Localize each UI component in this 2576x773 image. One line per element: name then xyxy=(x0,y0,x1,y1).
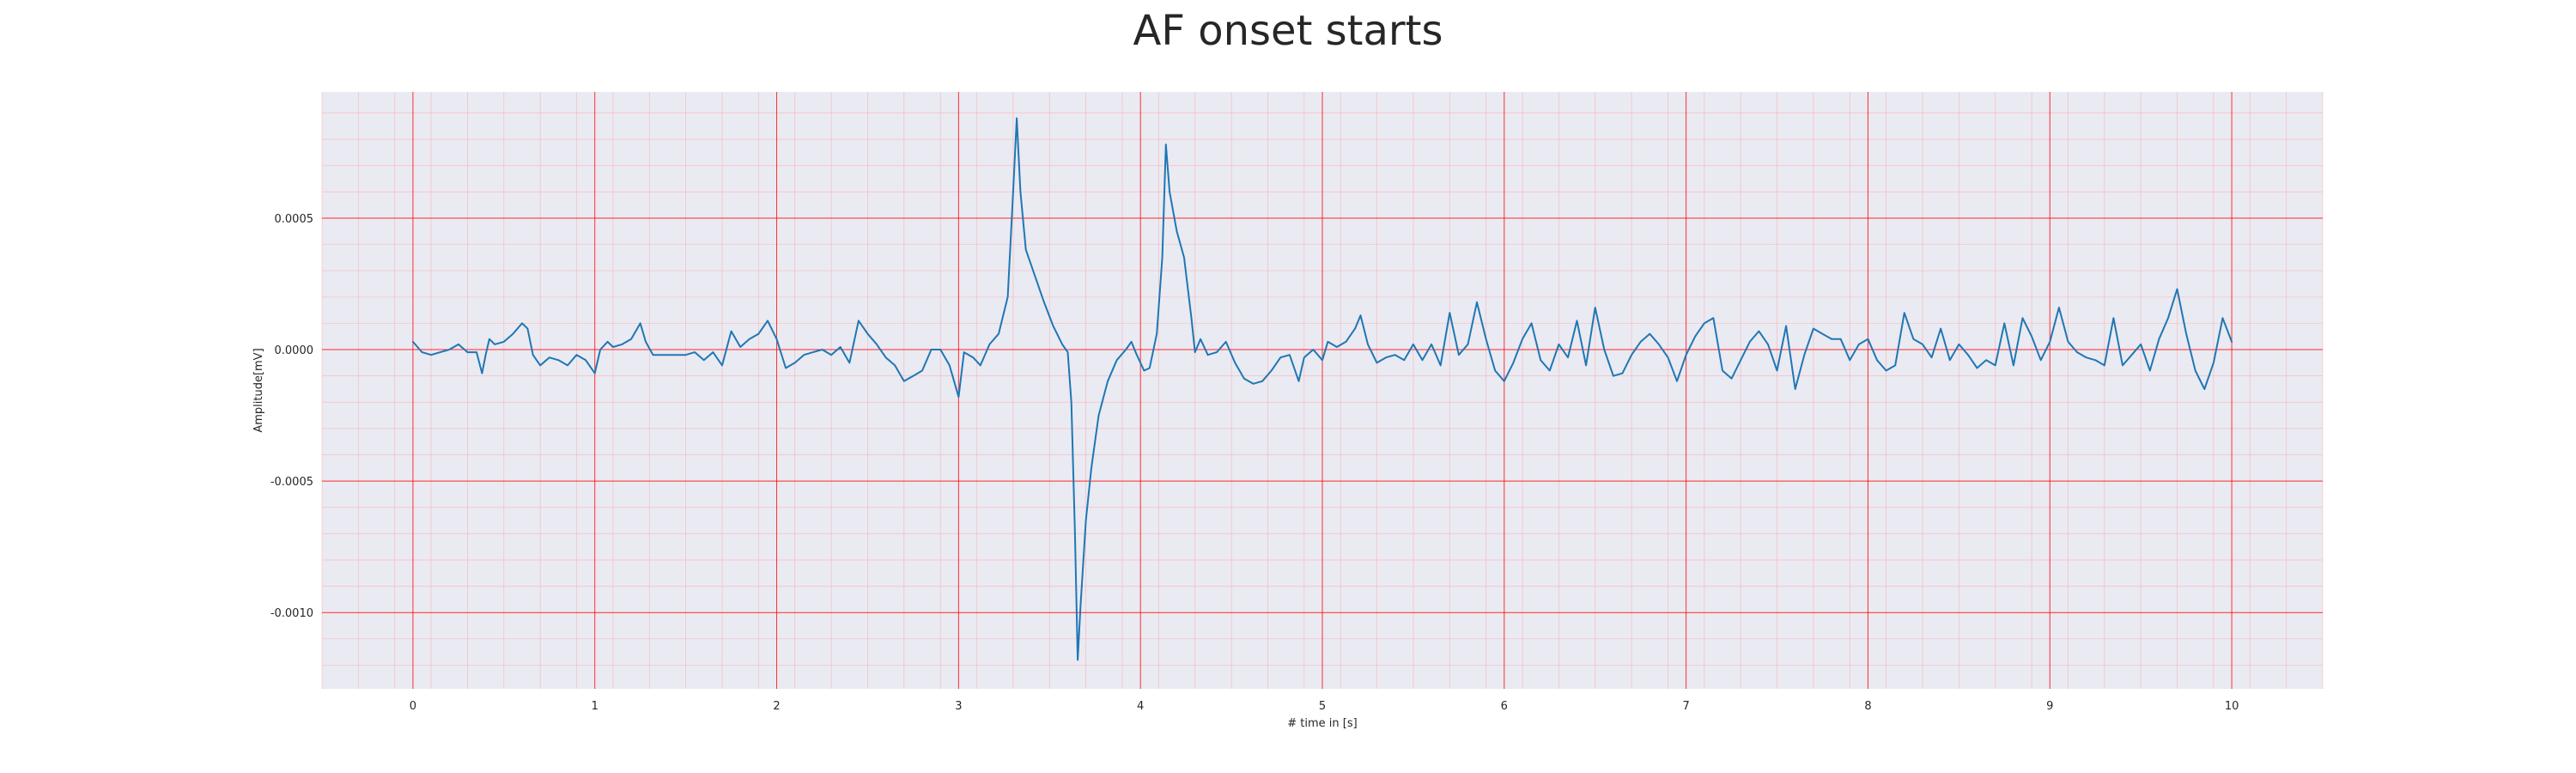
x-tick-label: 1 xyxy=(592,700,598,713)
tick-labels: 0 1 2 3 4 5 6 7 8 9 10 0.0005 0.0000 -0.0005 -0.0010 xyxy=(270,213,2239,713)
x-axis-label: # time in [s] xyxy=(1287,717,1357,730)
x-tick-label: 9 xyxy=(2046,700,2053,713)
x-tick-label: 2 xyxy=(773,700,780,713)
series-line-0 xyxy=(411,117,2233,661)
x-tick-label: 5 xyxy=(1319,700,1326,713)
x-tick-label: 8 xyxy=(1864,700,1871,713)
series-layer xyxy=(411,117,2233,661)
major-grid xyxy=(322,92,2323,689)
y-tick-label: 0.0005 xyxy=(275,213,314,226)
x-tick-label: 7 xyxy=(1682,700,1689,713)
x-tick-label: 0 xyxy=(410,700,416,713)
y-tick-label: 0.0000 xyxy=(275,344,314,357)
x-tick-label: 4 xyxy=(1137,700,1144,713)
y-axis-label: Amplitude[mV] xyxy=(252,348,265,432)
y-tick-label: -0.0010 xyxy=(270,607,313,620)
x-tick-label: 6 xyxy=(1501,700,1508,713)
x-tick-label: 10 xyxy=(2225,700,2239,713)
y-tick-label: -0.0005 xyxy=(270,476,313,489)
chart-title: AF onset starts xyxy=(1133,7,1443,55)
x-tick-label: 3 xyxy=(955,700,962,713)
